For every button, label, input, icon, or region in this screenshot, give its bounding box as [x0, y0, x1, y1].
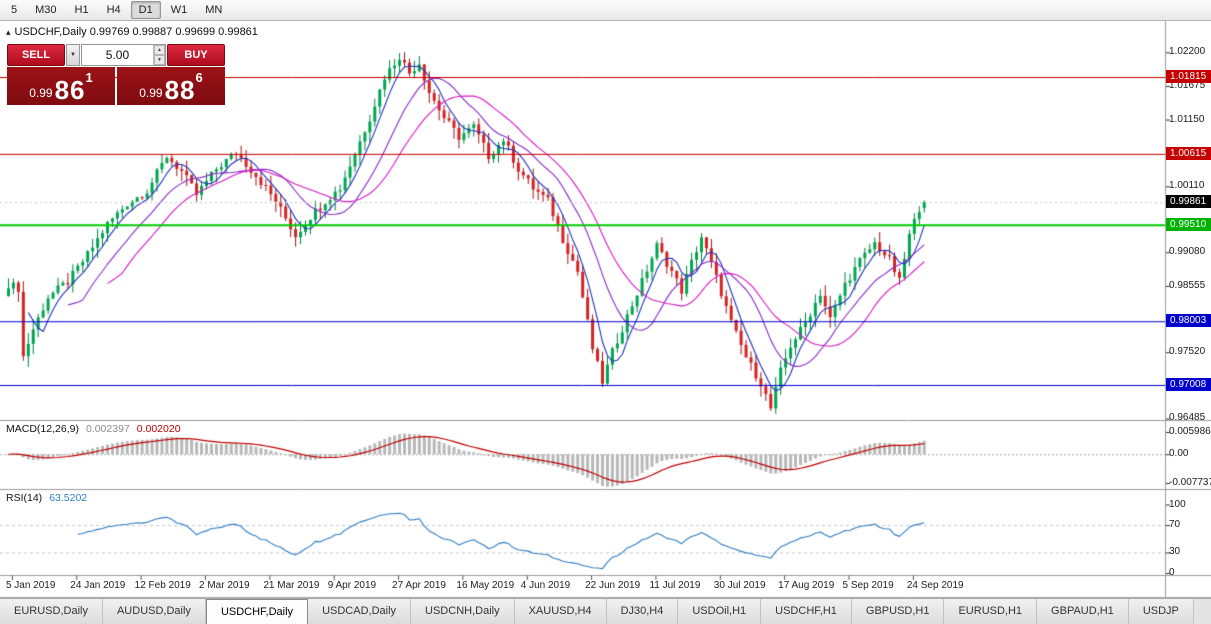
chart-tab-xauusd-h4[interactable]: XAUUSD,H4 — [514, 599, 607, 624]
chart-tab-usdcad-daily[interactable]: USDCAD,Daily — [308, 599, 412, 624]
rsi-axis-tick: 70 — [1169, 519, 1181, 531]
chart-tab-eurusd-h1[interactable]: EURUSD,H1 — [944, 599, 1038, 624]
date-label: 22 Jun 2019 — [585, 580, 641, 591]
buy-price-main: 88 — [164, 75, 196, 105]
price-axis-marker: 0.97008 — [1166, 377, 1211, 391]
price-axis-marker: 0.98003 — [1166, 314, 1211, 328]
timeframe-button-h4[interactable]: H4 — [106, 4, 121, 16]
timeframe-toolbar: 5 M30 H1 H4 D1 W1 MN — [0, 0, 231, 20]
chart-ohlc-text: USDCHF,Daily 0.99769 0.99887 0.99699 0.9… — [14, 26, 258, 38]
date-label: 11 Jul 2019 — [649, 580, 701, 591]
sell-price-main: 86 — [54, 75, 86, 105]
chart-tab-dj30-h4[interactable]: DJ30,H4 — [606, 599, 679, 624]
date-label: 24 Jan 2019 — [70, 580, 126, 591]
macd-name: MACD(12,26,9) — [6, 423, 79, 435]
date-label: 30 Jul 2019 — [713, 580, 766, 591]
volume-input[interactable] — [82, 45, 153, 65]
volume-dropdown-button[interactable]: ▼ — [66, 44, 80, 66]
date-label: 2 Mar 2019 — [199, 580, 250, 591]
trade-prices-row: 0.99 86 1 0.99 88 6 — [7, 67, 225, 105]
one-click-trade-panel: SELL ▼ ▲ ▼ BUY 0.99 86 1 0.99 88 6 — [7, 44, 225, 105]
date-label: 12 Feb 2019 — [134, 580, 191, 591]
timeframe-button-d1[interactable]: D1 — [130, 1, 161, 19]
price-axis-tick: 0.98555 — [1169, 279, 1206, 291]
date-label: 4 Jun 2019 — [520, 580, 571, 591]
chart-tab-usdjp[interactable]: USDJP — [1128, 599, 1194, 624]
chart-tab-usdchf-h1[interactable]: USDCHF,H1 — [761, 599, 852, 624]
date-label: 16 May 2019 — [456, 580, 515, 591]
price-axis-marker: 0.99510 — [1166, 217, 1211, 231]
chart-tab-usdoil-h1[interactable]: USDOil,H1 — [678, 599, 762, 624]
chart-tab-eurusd-daily[interactable]: EURUSD,Daily — [0, 599, 103, 624]
chart-tab-gbpaud-h1[interactable]: GBPAUD,H1 — [1037, 599, 1129, 624]
date-label: 9 Apr 2019 — [327, 580, 377, 591]
buy-price-display[interactable]: 0.99 88 6 — [117, 67, 225, 105]
sell-price-display[interactable]: 0.99 86 1 — [7, 67, 115, 105]
macd-value-main: 0.002397 — [85, 423, 130, 435]
price-axis-tick: 1.01675 — [1169, 79, 1206, 91]
timeframe-button-mn[interactable]: MN — [205, 4, 223, 16]
price-axis-tick: 0.96485 — [1169, 412, 1206, 424]
volume-increase-button[interactable]: ▲ — [153, 45, 165, 55]
buy-price-sup: 6 — [195, 70, 203, 85]
price-axis-marker: 0.99861 — [1166, 195, 1211, 209]
price-axis-tick: 0.99080 — [1169, 246, 1206, 258]
date-label: 27 Apr 2019 — [392, 580, 446, 591]
macd-value-signal: 0.002020 — [136, 423, 181, 435]
sell-price-prefix: 0.99 — [29, 86, 53, 100]
trade-controls-row: SELL ▼ ▲ ▼ BUY — [7, 44, 225, 66]
price-axis-tick: 0.97520 — [1169, 346, 1206, 358]
sell-button[interactable]: SELL — [7, 44, 65, 66]
chart-tab-usdcnh-daily[interactable]: USDCNH,Daily — [411, 599, 515, 624]
volume-decrease-button[interactable]: ▼ — [153, 55, 165, 65]
rsi-indicator-label: RSI(14) 63.5202 — [6, 492, 87, 504]
date-label: 17 Aug 2019 — [778, 580, 835, 591]
date-label: 5 Jan 2019 — [5, 580, 56, 591]
macd-axis-tick: 0.005986 — [1169, 426, 1211, 437]
macd-axis-tick: -0.007737 — [1169, 476, 1211, 488]
price-axis-tick: 1.01150 — [1169, 113, 1205, 125]
price-axis-tick: 1.02200 — [1169, 46, 1206, 58]
rsi-value: 63.5202 — [49, 492, 88, 504]
toolbar: 5 M30 H1 H4 D1 W1 MN — [0, 0, 1211, 21]
price-axis-tick: 1.00110 — [1169, 180, 1205, 192]
timeframe-button-h1[interactable]: H1 — [74, 4, 89, 16]
rsi-axis-tick: 0 — [1169, 567, 1175, 578]
chart-tab-audusd-daily[interactable]: AUDUSD,Daily — [102, 599, 206, 624]
chart-tab-usdchf-daily[interactable]: USDCHF,Daily — [205, 599, 309, 624]
price-axis-marker: 1.00615 — [1166, 146, 1211, 160]
date-label: 5 Sep 2019 — [842, 580, 894, 591]
buy-price-prefix: 0.99 — [139, 86, 163, 100]
rsi-axis-tick: 100 — [1169, 498, 1186, 510]
date-label: 21 Mar 2019 — [263, 580, 320, 591]
volume-field-wrap: ▲ ▼ — [81, 44, 166, 66]
sell-price-sup: 1 — [85, 70, 93, 85]
rsi-name: RSI(14) — [6, 492, 43, 504]
date-label: 24 Sep 2019 — [906, 580, 964, 591]
macd-indicator-label: MACD(12,26,9) 0.002397 0.002020 — [6, 423, 181, 435]
oneclick-toggle-icon[interactable]: ▴ — [6, 27, 11, 37]
macd-axis-tick: 0.00 — [1169, 448, 1189, 460]
timeframe-button-m30[interactable]: M30 — [35, 4, 57, 16]
chart-tab-bar: EURUSD,Daily AUDUSD,Daily USDCHF,Daily USDC… — [0, 598, 1211, 624]
chart-title: ▴ USDCHF,Daily 0.99769 0.99887 0.99699 0.… — [6, 26, 258, 38]
timeframe-button-w1[interactable]: W1 — [170, 4, 188, 16]
buy-button[interactable]: BUY — [167, 44, 225, 66]
timeframe-button-5[interactable]: 5 — [11, 4, 18, 16]
volume-spinner: ▲ ▼ — [152, 45, 165, 65]
chart-tab-gbpusd-h1[interactable]: GBPUSD,H1 — [851, 599, 945, 624]
rsi-axis-tick: 30 — [1169, 546, 1181, 558]
price-axis-marker: 1.01815 — [1166, 70, 1211, 83]
